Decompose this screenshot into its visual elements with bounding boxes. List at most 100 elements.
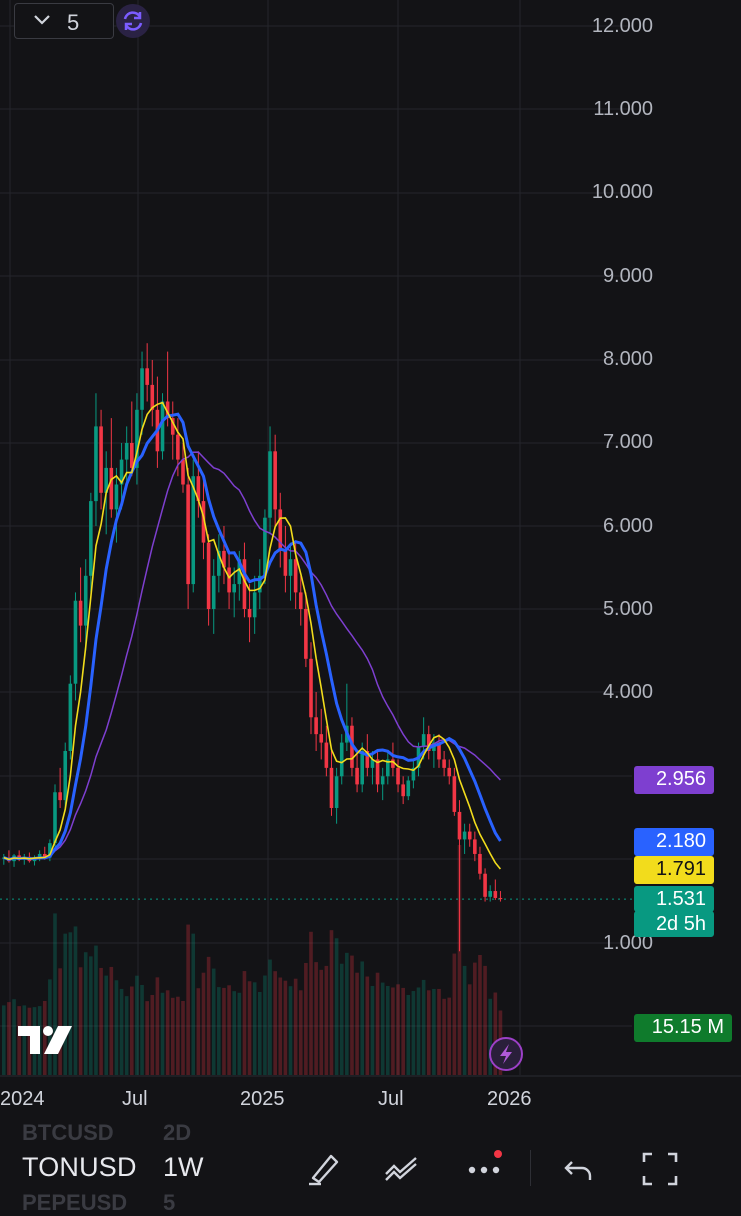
volume-bar bbox=[483, 965, 487, 1075]
candle-body bbox=[58, 792, 62, 801]
volume-bar bbox=[447, 997, 452, 1075]
candle-body bbox=[488, 891, 492, 897]
last-price-badge: 1.531 bbox=[634, 886, 714, 912]
volume-bar bbox=[145, 1001, 149, 1075]
candle-body bbox=[375, 759, 380, 785]
volume-bar bbox=[263, 975, 267, 1075]
price-axis-label: 7.000 bbox=[602, 431, 653, 453]
volume-badge: 15.15 M bbox=[634, 1014, 732, 1042]
volume-bar bbox=[432, 988, 436, 1075]
time-axis-label: Jul bbox=[378, 1088, 404, 1110]
bottom-toolbar bbox=[0, 1124, 741, 1200]
candle-body bbox=[391, 759, 395, 768]
candle-body bbox=[304, 609, 308, 659]
volume-bar bbox=[94, 945, 98, 1075]
more-options-icon[interactable] bbox=[464, 1148, 504, 1188]
candle-body bbox=[273, 451, 277, 510]
time-axis-label: 2026 bbox=[487, 1088, 532, 1110]
volume-bar bbox=[58, 968, 62, 1075]
volume-bar bbox=[268, 959, 272, 1075]
candle-body bbox=[421, 734, 426, 747]
prev-symbol[interactable]: BTCUSD bbox=[22, 1120, 114, 1145]
candle-body bbox=[457, 811, 462, 840]
pen-draw-icon[interactable] bbox=[305, 1148, 345, 1188]
undo-icon[interactable] bbox=[560, 1148, 600, 1188]
refresh-icon bbox=[123, 11, 143, 31]
candle-body bbox=[483, 873, 487, 897]
candle-body bbox=[78, 600, 83, 626]
prev-interval[interactable]: 2D bbox=[163, 1120, 192, 1145]
candle-body bbox=[42, 853, 47, 858]
volume-bar bbox=[416, 987, 421, 1075]
candle-body bbox=[237, 559, 242, 585]
candle-body bbox=[339, 742, 344, 777]
volume-bar bbox=[345, 952, 349, 1075]
candle-body bbox=[283, 550, 288, 576]
volume-bar bbox=[309, 931, 313, 1075]
candle-body bbox=[360, 751, 364, 785]
time-axis-label: Jul bbox=[122, 1088, 148, 1110]
volume-bar bbox=[217, 987, 221, 1075]
volume-bar bbox=[124, 996, 129, 1075]
volume-bar bbox=[493, 992, 498, 1075]
candle-body bbox=[53, 792, 57, 844]
volume-bar bbox=[360, 961, 364, 1075]
volume-bar bbox=[247, 981, 252, 1075]
volume-bar bbox=[22, 1005, 27, 1075]
volume-bar bbox=[452, 953, 457, 1075]
next-interval[interactable]: 5 bbox=[163, 1190, 176, 1215]
volume-bar bbox=[140, 985, 144, 1075]
candle-body bbox=[160, 401, 165, 452]
volume-bar bbox=[206, 956, 211, 1075]
volume-bar bbox=[186, 924, 190, 1075]
candle-body bbox=[242, 559, 247, 609]
candle-body bbox=[150, 384, 155, 410]
candle-body bbox=[186, 484, 190, 585]
price-axis-label: 12.000 bbox=[591, 15, 653, 37]
symbol-selector[interactable]: TONUSD bbox=[22, 1152, 137, 1182]
next-symbol[interactable]: PEPEUSD bbox=[22, 1190, 128, 1215]
volume-bar bbox=[421, 979, 426, 1075]
volume-bar bbox=[462, 965, 467, 1075]
candle-body bbox=[109, 467, 114, 510]
volume-bar bbox=[273, 971, 277, 1075]
volume-bar bbox=[176, 996, 180, 1075]
volume-bar bbox=[242, 971, 247, 1075]
candle-body bbox=[68, 683, 73, 752]
volume-bar bbox=[165, 990, 170, 1075]
volume-bar bbox=[391, 987, 395, 1075]
chart-area[interactable]: 5 12.000 11.000 10.000 9.000 8.000 7.000… bbox=[0, 0, 741, 1113]
layout-selector[interactable]: 5 bbox=[14, 3, 114, 39]
lightning-icon[interactable] bbox=[489, 1037, 523, 1071]
candle-body bbox=[452, 776, 457, 812]
interval-selector[interactable]: 1W bbox=[163, 1152, 204, 1182]
countdown-badge: 2d 5h bbox=[634, 911, 714, 937]
moving-average-line bbox=[3, 451, 501, 861]
volume-bar bbox=[83, 952, 88, 1075]
moving-average-line bbox=[3, 401, 502, 870]
price-chart[interactable] bbox=[0, 0, 741, 1113]
price-axis-label: 11.000 bbox=[593, 98, 653, 120]
candle-body bbox=[447, 767, 452, 777]
volume-bar bbox=[457, 845, 462, 1075]
toolbar-divider bbox=[530, 1150, 531, 1186]
sync-icon[interactable] bbox=[116, 4, 150, 38]
volume-bar bbox=[89, 956, 93, 1075]
volume-bar bbox=[222, 987, 226, 1075]
candle-body bbox=[227, 567, 231, 593]
volume-bar bbox=[42, 1000, 47, 1075]
volume-bar bbox=[467, 984, 472, 1075]
candle-body bbox=[478, 853, 482, 874]
fullscreen-icon[interactable] bbox=[640, 1148, 680, 1188]
trend-line-icon[interactable] bbox=[382, 1148, 422, 1188]
candle-body bbox=[73, 600, 78, 684]
volume-bar bbox=[135, 975, 139, 1075]
volume-bar bbox=[211, 968, 216, 1075]
candle-body bbox=[63, 751, 68, 801]
candle-body bbox=[268, 451, 272, 518]
volume-bar bbox=[411, 991, 416, 1075]
moving-average-line bbox=[3, 412, 502, 861]
volume-bar bbox=[258, 991, 262, 1075]
candle-body bbox=[288, 559, 293, 576]
candle-body bbox=[176, 434, 180, 460]
